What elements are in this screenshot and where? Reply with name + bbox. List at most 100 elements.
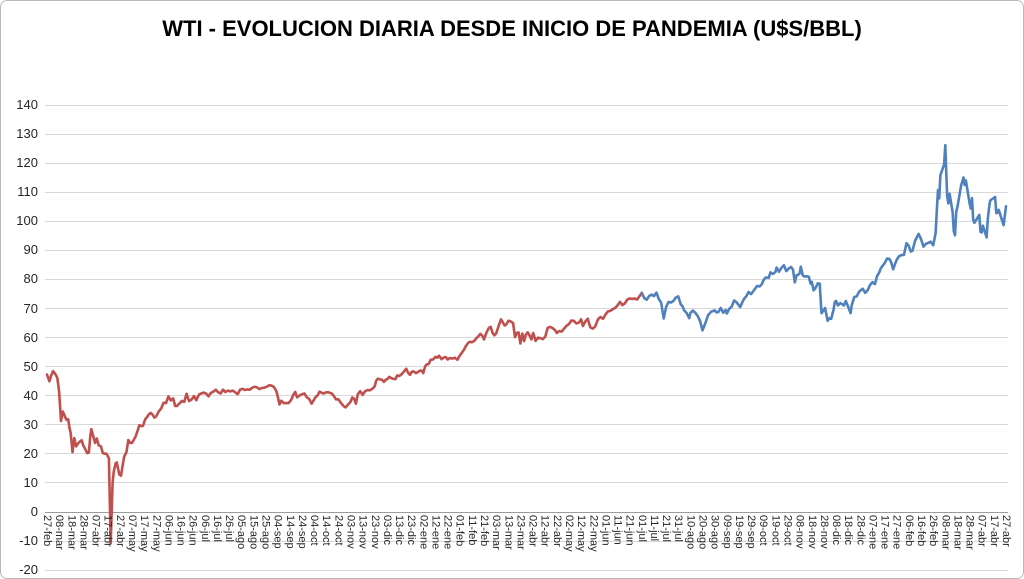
y-gridline bbox=[45, 162, 1008, 164]
x-axis-tick-label: 08-mar bbox=[53, 515, 66, 550]
y-gridline bbox=[45, 482, 1008, 484]
x-axis-tick-label: 28-mar bbox=[963, 515, 976, 550]
x-axis-tick-label: 13-mar bbox=[502, 515, 515, 550]
y-axis-tick-label: 10 bbox=[23, 474, 38, 490]
y-axis-tick-label: 90 bbox=[23, 242, 38, 258]
y-gridline bbox=[45, 104, 1008, 106]
x-axis-tick-label: 28-dic bbox=[854, 515, 867, 545]
x-axis-tick-label: 11-feb bbox=[465, 515, 478, 546]
x-axis-tick-label: 19-oct bbox=[769, 515, 782, 546]
x-axis-tick-label: 16-feb bbox=[915, 515, 927, 547]
y-gridline bbox=[45, 453, 1008, 455]
y-gridline bbox=[45, 366, 1008, 368]
y-gridline bbox=[45, 540, 1008, 542]
x-axis-tick-label: 18-mar bbox=[951, 515, 964, 550]
x-axis-tick-label: 13-nov bbox=[356, 515, 369, 549]
x-axis-line bbox=[45, 511, 1008, 513]
y-axis-tick-label: -20 bbox=[19, 562, 38, 578]
x-axis-tick-label: 10-ago bbox=[684, 515, 697, 550]
x-axis-tick-label: 03-mar bbox=[490, 515, 503, 550]
x-axis-tick-label: 17-may bbox=[138, 515, 151, 552]
x-axis-tick-label: 27-may bbox=[150, 515, 163, 552]
x-axis-tick-label: 21-jun bbox=[623, 515, 636, 546]
x-axis-tick-label: 02-abr bbox=[526, 515, 539, 547]
x-axis-tick-label: 09-oct bbox=[757, 515, 770, 546]
x-axis-tick-label: 24-sep bbox=[295, 515, 308, 549]
y-axis-tick-label: 20 bbox=[23, 445, 38, 461]
y-gridline bbox=[45, 569, 1008, 571]
x-axis-tick-label: 16-jul bbox=[210, 515, 223, 542]
x-axis-tick-label: 07-ene bbox=[866, 515, 879, 550]
x-axis-tick-label: 22-may bbox=[587, 515, 600, 552]
y-gridline bbox=[45, 308, 1008, 309]
x-axis-tick-label: 03-nov bbox=[344, 515, 357, 549]
y-axis-tick-label: 120 bbox=[16, 155, 38, 171]
x-axis-tick-label: 28-nov bbox=[817, 515, 830, 549]
x-axis-tick-label: 07-abr bbox=[89, 515, 102, 547]
y-axis-tick-label: 100 bbox=[16, 213, 38, 229]
x-axis-tick-label: 06-jul bbox=[198, 515, 211, 542]
y-gridline bbox=[45, 337, 1008, 339]
x-axis-tick-label: 22-abr bbox=[550, 515, 563, 547]
x-axis-tick-label: 08-nov bbox=[793, 515, 806, 549]
x-axis-tick-label: 18-dic bbox=[842, 515, 855, 545]
x-axis-tick-label: 20-ago bbox=[696, 515, 709, 550]
y-axis-tick-label: -10 bbox=[19, 533, 38, 549]
x-axis-tick-label: 27-feb bbox=[41, 515, 53, 547]
x-axis-tick-label: 01-jun bbox=[599, 515, 612, 546]
x-axis-tick-label: 29-sep bbox=[745, 515, 758, 549]
blue-price-line bbox=[640, 143, 1008, 332]
x-axis-tick-label: 17-ene bbox=[878, 515, 891, 550]
x-axis-tick-label: 11-jul bbox=[648, 515, 660, 542]
x-axis-tick-label: 26-jul bbox=[223, 515, 236, 542]
y-axis-tick-label: 50 bbox=[23, 358, 38, 374]
x-axis-tick-label: 09-sep bbox=[720, 515, 733, 549]
x-axis-tick-label: 31-jul bbox=[672, 515, 685, 542]
x-axis-tick-label: 24-oct bbox=[332, 515, 345, 546]
x-axis-tick-label: 23-dic bbox=[405, 515, 418, 545]
x-axis-tick-label: 23-nov bbox=[368, 515, 381, 549]
y-axis-tick-label: 60 bbox=[23, 329, 38, 345]
y-gridline bbox=[45, 278, 1008, 280]
x-axis-tick-label: 21-feb bbox=[478, 515, 490, 547]
x-axis-tick-label: 12-abr bbox=[538, 515, 551, 547]
x-axis-tick-label: 13-dic bbox=[393, 515, 405, 545]
x-axis-tick-label: 02-ene bbox=[417, 515, 430, 550]
x-axis-tick-label: 16-jun bbox=[174, 515, 187, 546]
x-axis-tick-label: 17-abr bbox=[987, 515, 1000, 547]
x-axis-tick-label: 02-may bbox=[563, 515, 575, 552]
x-axis-tick-label: 28-mar bbox=[77, 515, 90, 550]
x-axis-tick-label: 25-ago bbox=[259, 515, 272, 550]
x-axis-tick-label: 30-ago bbox=[708, 515, 721, 550]
y-gridline bbox=[45, 249, 1008, 251]
x-axis-tick-label: 12-ene bbox=[429, 515, 442, 550]
x-axis-tick-label: 19-sep bbox=[732, 515, 745, 549]
x-axis-tick-label: 23-mar bbox=[514, 515, 527, 550]
y-axis-tick-label: 70 bbox=[23, 300, 38, 316]
chart-title: WTI - EVOLUCION DIARIA DESDE INICIO DE P… bbox=[162, 16, 862, 41]
x-axis-tick-label: 14-sep bbox=[283, 515, 296, 549]
x-axis-tick-label: 18-nov bbox=[805, 515, 818, 549]
x-axis-tick-label: 06-feb bbox=[902, 515, 915, 547]
x-axis-tick-label: 29-oct bbox=[781, 515, 794, 546]
x-axis-tick-label: 07-may bbox=[126, 515, 138, 552]
x-axis-tick-label: 03-dic bbox=[380, 515, 393, 545]
x-axis-tick-label: 22-ene bbox=[441, 515, 454, 550]
x-axis-tick-label: 07-abr bbox=[975, 515, 988, 547]
x-axis-tick-label: 18-mar bbox=[65, 515, 78, 550]
y-axis-tick-label: 110 bbox=[17, 184, 38, 200]
x-axis-tick-label: 11-jun bbox=[611, 515, 624, 545]
x-axis-tick-label: 01-feb bbox=[453, 515, 466, 547]
y-gridline bbox=[45, 191, 1008, 193]
x-axis-tick-label: 14-oct bbox=[320, 515, 333, 546]
x-axis-tick-label: 04-oct bbox=[308, 515, 321, 546]
y-axis-tick-label: 30 bbox=[23, 416, 38, 432]
y-axis-tick-label: 130 bbox=[16, 126, 38, 142]
red-price-line bbox=[45, 291, 644, 545]
y-gridline bbox=[45, 220, 1008, 222]
x-axis-tick-label: 15-ago bbox=[247, 515, 260, 550]
x-axis-tick-label: 08-dic bbox=[830, 515, 843, 545]
y-axis-tick-label: 140 bbox=[16, 97, 38, 112]
